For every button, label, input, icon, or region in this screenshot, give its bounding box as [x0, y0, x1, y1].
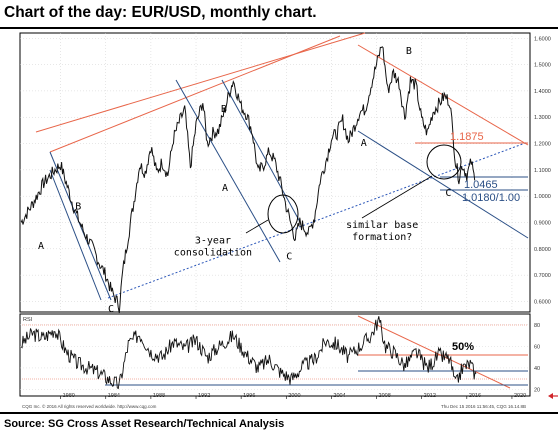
price-line: [20, 46, 476, 314]
x-tick-label: 2016: [469, 393, 481, 399]
channel-2-upper: [175, 79, 281, 263]
x-tick-label: 2000: [288, 393, 300, 399]
base-formation-circle: [426, 144, 462, 180]
chart-annotation: C: [108, 304, 114, 315]
rsi-level-label: 50%: [452, 341, 474, 353]
copyright-text: CQG Inc. © 2016 All rights reserved worl…: [22, 403, 157, 409]
consolidation-circle: [267, 194, 299, 234]
chart-annotation: A: [361, 138, 367, 149]
chart-annotation: B: [406, 46, 412, 57]
rsi-y-tick-label: 20: [534, 388, 540, 394]
rsi-line: [20, 316, 477, 390]
main-y-ticks: 1.6000 1.5000 1.4000 1.3000 1.2000 1.1000 1.00…: [534, 36, 551, 305]
y-tick-label: 0.6000: [534, 299, 551, 305]
x-axis-ticks: 1980 1984 1988 1992 1996 2000 2004 2008 2012 2016…: [60, 393, 526, 399]
annotation-line: formation?: [352, 232, 412, 243]
annotation-line: C: [445, 188, 451, 199]
annotation-line: B: [75, 201, 81, 212]
y-tick-label: 1.2000: [534, 142, 551, 148]
y-tick-label: 0.9000: [534, 221, 551, 227]
technical-lines: [35, 32, 529, 301]
main-panel: [19, 32, 531, 313]
annotation-line: B: [406, 46, 412, 57]
chart-annotation: B: [221, 104, 227, 115]
main-grid: [20, 33, 530, 312]
page-title: Chart of the day: EUR/USD, monthly chart…: [4, 4, 317, 21]
upper-resistance-line: [35, 32, 366, 133]
x-tick-label: 2004: [333, 393, 345, 399]
y-tick-label: 1.1000: [534, 168, 551, 174]
x-tick-label: 1988: [153, 393, 165, 399]
annotation-line: similar base: [346, 220, 418, 231]
x-tick-label: 2012: [424, 393, 436, 399]
level-label-3: 1.0180/1.00: [462, 192, 520, 204]
y-tick-label: 1.6000: [534, 36, 551, 42]
rsi-y-ticks: 80 60 40 20: [534, 323, 540, 394]
consolidation-markers: [245, 144, 462, 234]
rsi-title: RSI: [23, 317, 33, 323]
channel-2-lower: [221, 79, 301, 223]
y-tick-label: 1.4000: [534, 89, 551, 95]
chart-annotation: C: [445, 188, 451, 199]
level-label-2: 1.0465: [464, 179, 498, 191]
x-tick-label: 2008: [379, 393, 391, 399]
annotation-line: A: [222, 183, 228, 194]
level-label-1: 1.1875: [450, 131, 484, 143]
x-tick-label: 1980: [63, 393, 75, 399]
timestamp-text: Thu Dec 15 2016 11:56:45, CQG 16.14.8B: [441, 404, 526, 409]
channel-3-lower: [357, 130, 529, 239]
annotation-line: B: [221, 104, 227, 115]
long-term-support-line: [107, 141, 529, 299]
rsi-downtrend-line: [357, 315, 511, 389]
annotation-line: A: [38, 241, 44, 252]
annotation-line: C: [108, 304, 114, 315]
annotation-line: C: [286, 251, 292, 262]
x-tick-label: 1992: [198, 393, 210, 399]
channel-1-lower: [49, 169, 102, 301]
annotation-line: 3-year: [195, 236, 231, 247]
consolidation-arrow: [245, 219, 269, 234]
y-tick-label: 1.0000: [534, 194, 551, 200]
upper-channel-line: [49, 35, 341, 153]
y-tick-label: 0.8000: [534, 247, 551, 253]
base-formation-arrow: [361, 175, 433, 219]
chart-annotation: 3-year consolidation: [174, 236, 252, 259]
x-tick-label: 1996: [243, 393, 255, 399]
chart-annotation: similar base formation?: [346, 220, 418, 243]
x-tick-label: 2020: [514, 393, 526, 399]
chart-annotation: B: [75, 201, 81, 212]
rsi-y-tick-label: 80: [534, 323, 540, 329]
main-annotations: A B C B A C B A C 3-year consolidation similar base…: [38, 46, 451, 315]
y-tick-label: 1.3000: [534, 115, 551, 121]
level-labels: 1.1875 1.0465 1.0180/1.00: [450, 131, 520, 204]
chart-annotation: C: [286, 251, 292, 262]
channel-1-upper: [49, 151, 112, 301]
source-text: Source: SG Cross Asset Research/Technica…: [4, 418, 285, 430]
y-tick-label: 0.7000: [534, 273, 551, 279]
source-rule: [0, 412, 558, 414]
annotation-line: A: [361, 138, 367, 149]
annotation-line: consolidation: [174, 248, 252, 259]
chart-annotation: A: [38, 241, 44, 252]
chart-annotation: A: [222, 183, 228, 194]
title-rule: [0, 27, 558, 29]
scroll-arrow-icon: [548, 393, 553, 399]
x-tick-label: 1984: [108, 393, 120, 399]
rsi-y-tick-label: 40: [534, 366, 540, 372]
rsi-y-tick-label: 60: [534, 344, 540, 350]
y-tick-label: 1.5000: [534, 63, 551, 69]
